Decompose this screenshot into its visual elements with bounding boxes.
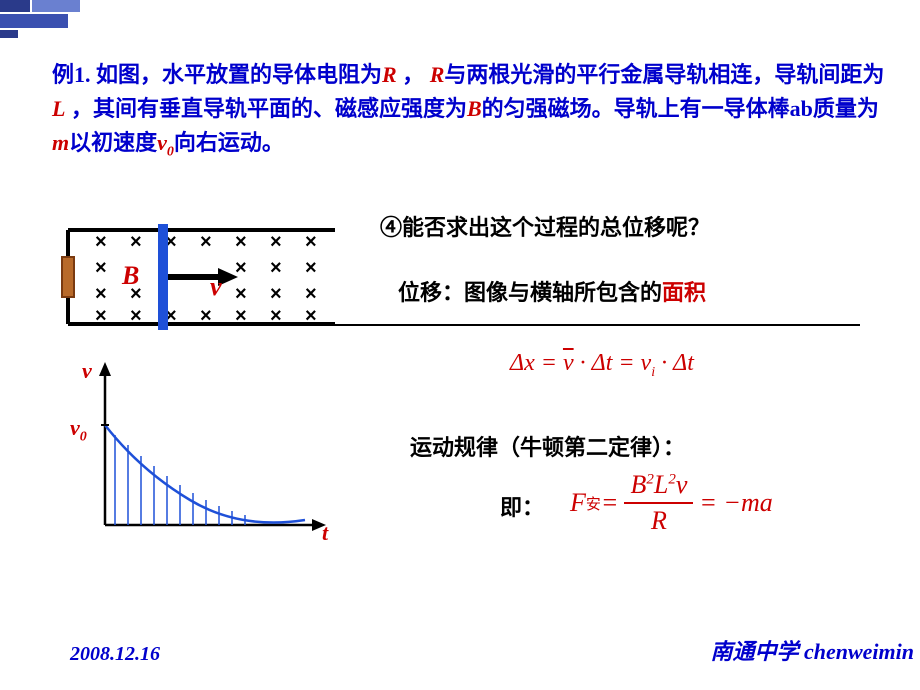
svg-text:×: × <box>95 231 107 253</box>
svg-text:×: × <box>235 305 247 327</box>
disp-label: 位移：图像与横轴所包含的 <box>398 280 662 305</box>
var-m: m <box>52 130 69 155</box>
corner-decoration <box>0 0 120 40</box>
school-footer: 南通中学 chenweimin <box>710 634 914 666</box>
t1: ， <box>397 62 430 87</box>
t-axis-label: t <box>322 520 328 546</box>
eq-force: F安 = B2L2v R = −ma <box>570 470 773 536</box>
eq-delta-x: Δx = v · Δt = vi · Δt <box>510 350 694 381</box>
var-L: L <box>52 96 65 121</box>
svg-text:×: × <box>305 257 317 279</box>
svg-text:B: B <box>121 261 139 290</box>
problem-statement: 例1. 如图，水平放置的导体电阻为R ， R与两根光滑的平行金属导轨相连，导轨间… <box>52 58 890 163</box>
svg-text:×: × <box>270 231 282 253</box>
svg-text:×: × <box>95 283 107 305</box>
svg-text:×: × <box>305 283 317 305</box>
displacement-line: 位移：图像与横轴所包含的面积 <box>398 275 706 307</box>
var-B: B <box>467 96 482 121</box>
svg-text:×: × <box>235 283 247 305</box>
var-R: R <box>382 62 397 87</box>
ie-label: 即： <box>500 490 544 522</box>
t4: 的匀强磁场。导轨上有一导体棒ab质量为 <box>482 96 879 121</box>
svg-text:×: × <box>305 231 317 253</box>
svg-text:×: × <box>95 257 107 279</box>
svg-text:×: × <box>200 305 212 327</box>
svg-text:v: v <box>210 272 222 301</box>
svg-text:×: × <box>235 231 247 253</box>
area-word: 面积 <box>662 280 706 305</box>
fraction: B2L2v R <box>624 470 693 536</box>
svg-text:×: × <box>235 257 247 279</box>
decay-graph <box>80 360 330 540</box>
t2: 与两根光滑的平行金属导轨相连，导轨间距为 <box>444 62 884 87</box>
t5: 以初速度 <box>69 130 157 155</box>
var-v0: v0 <box>157 130 174 155</box>
prefix: 例1. 如图，水平放置的导体电阻为 <box>52 62 382 87</box>
svg-text:×: × <box>270 257 282 279</box>
svg-text:×: × <box>200 231 212 253</box>
circuit-diagram: ××××××× ×××× ××××× ××××××× R B v <box>60 222 340 332</box>
hr-under <box>330 324 860 326</box>
t3: ，其间有垂直导轨平面的、磁感应强度为 <box>65 96 467 121</box>
svg-text:×: × <box>270 305 282 327</box>
svg-text:×: × <box>270 283 282 305</box>
date-footer: 2008.12.16 <box>70 643 160 666</box>
svg-text:×: × <box>95 305 107 327</box>
var-R2: R <box>430 62 445 87</box>
svg-text:×: × <box>130 305 142 327</box>
svg-text:×: × <box>305 305 317 327</box>
newton-law-line: 运动规律（牛顿第二定律）： <box>410 430 685 462</box>
question-4: ④能否求出这个过程的总位移呢？ <box>380 210 710 242</box>
v-axis-label: v <box>82 358 92 384</box>
v0-label: v0 <box>70 415 87 445</box>
t6: 向右运动。 <box>174 130 284 155</box>
svg-text:×: × <box>130 231 142 253</box>
